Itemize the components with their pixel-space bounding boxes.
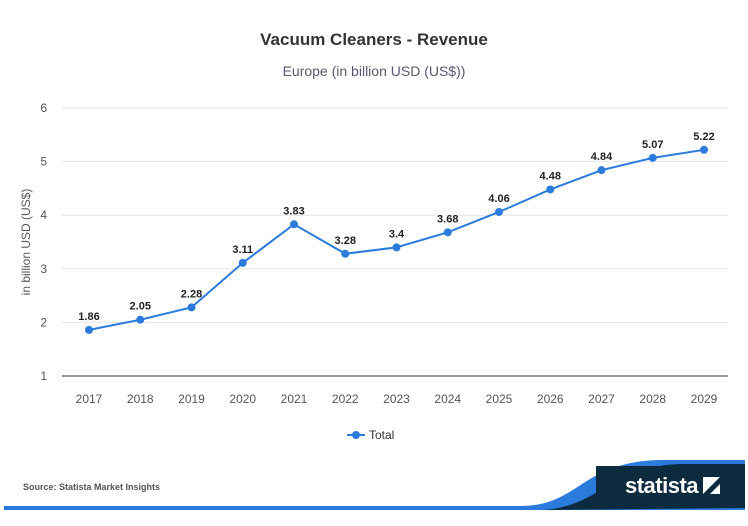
data-point[interactable] bbox=[392, 243, 401, 252]
x-tick-label: 2018 bbox=[127, 392, 154, 406]
x-tick-label: 2028 bbox=[639, 392, 666, 406]
y-tick-label: 5 bbox=[40, 155, 47, 169]
x-tick-label: 2026 bbox=[537, 392, 564, 406]
legend-marker bbox=[352, 431, 360, 439]
data-label: 3.28 bbox=[335, 235, 356, 247]
x-tick-label: 2017 bbox=[76, 392, 103, 406]
data-label: 4.06 bbox=[488, 193, 509, 205]
data-point[interactable] bbox=[238, 258, 247, 267]
data-point[interactable] bbox=[85, 325, 93, 334]
data-label: 4.84 bbox=[591, 151, 613, 163]
x-tick-label: 2020 bbox=[229, 392, 256, 406]
data-label: 5.22 bbox=[693, 131, 714, 143]
y-tick-label: 2 bbox=[40, 315, 47, 329]
y-tick-label: 1 bbox=[40, 369, 47, 383]
data-point[interactable] bbox=[700, 145, 708, 154]
data-label: 4.48 bbox=[540, 170, 561, 182]
x-tick-label: 2023 bbox=[383, 392, 410, 406]
data-label: 2.05 bbox=[130, 301, 151, 313]
statista-logo-icon bbox=[703, 477, 720, 494]
x-tick-label: 2029 bbox=[691, 392, 718, 406]
x-tick-label: 2019 bbox=[178, 392, 205, 406]
data-point[interactable] bbox=[341, 249, 350, 258]
x-tick-label: 2024 bbox=[434, 392, 461, 406]
data-label: 5.07 bbox=[642, 139, 663, 151]
source-text: Source: Statista Market Insights bbox=[23, 482, 161, 492]
data-label: 2.28 bbox=[181, 288, 202, 300]
data-point[interactable] bbox=[597, 166, 606, 175]
data-point[interactable] bbox=[546, 185, 555, 194]
data-point[interactable] bbox=[290, 220, 298, 229]
y-tick-label: 4 bbox=[40, 208, 47, 222]
data-label: 3.68 bbox=[437, 213, 458, 225]
data-label: 3.83 bbox=[283, 205, 304, 217]
x-tick-label: 2022 bbox=[332, 392, 359, 406]
data-point[interactable] bbox=[136, 315, 145, 324]
statista-logo[interactable]: statista bbox=[625, 473, 699, 498]
x-tick-label: 2021 bbox=[281, 392, 308, 406]
y-tick-label: 3 bbox=[40, 262, 47, 276]
data-label: 1.86 bbox=[78, 311, 99, 323]
data-point[interactable] bbox=[648, 153, 657, 162]
y-tick-label: 6 bbox=[40, 101, 47, 115]
legend-label-total: Total bbox=[369, 428, 394, 442]
data-point[interactable] bbox=[443, 228, 452, 237]
data-point[interactable] bbox=[187, 303, 196, 312]
data-point[interactable] bbox=[495, 207, 503, 216]
legend[interactable]: Total bbox=[347, 428, 394, 442]
data-label: 3.11 bbox=[232, 244, 253, 256]
footer-banner bbox=[4, 460, 745, 510]
x-tick-label: 2025 bbox=[486, 392, 513, 406]
data-label: 3.4 bbox=[389, 228, 405, 240]
y-axis-label: in billion USD (US$) bbox=[19, 189, 33, 296]
x-tick-label: 2027 bbox=[588, 392, 615, 406]
chart-subtitle: Europe (in billion USD (US$)) bbox=[282, 63, 466, 79]
chart-title: Vacuum Cleaners - Revenue bbox=[260, 30, 488, 49]
